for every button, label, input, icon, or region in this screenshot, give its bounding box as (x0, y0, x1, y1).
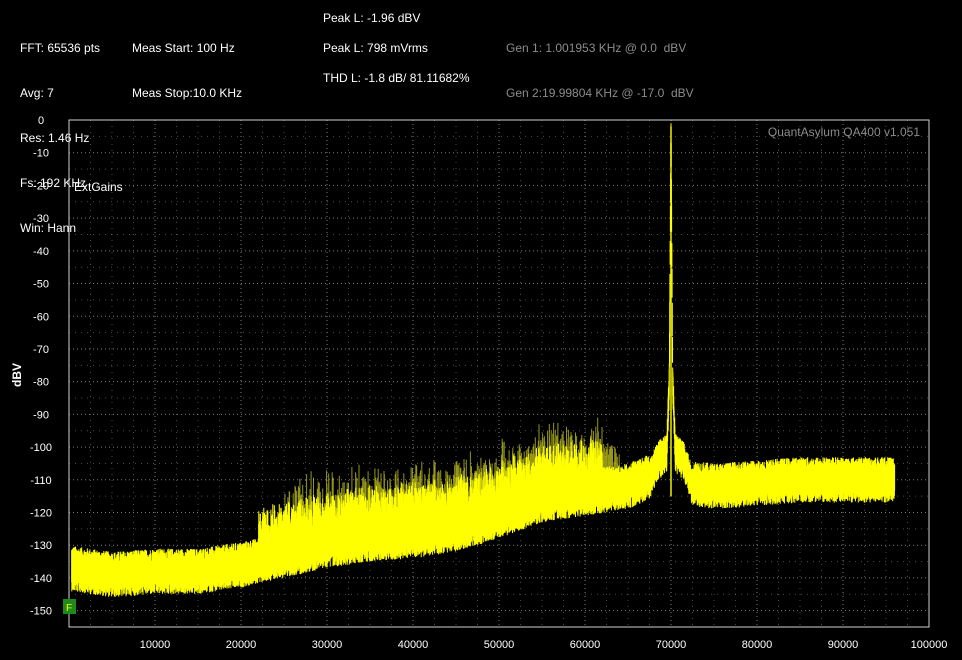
gen1-setting: Gen 1: 1.001953 KHz @ 0.0 dBV (506, 41, 687, 55)
x-tick-label: 40000 (398, 639, 429, 651)
x-tick-label: 10000 (140, 639, 171, 651)
y-tick-label: -30 (33, 213, 49, 225)
y-tick-label: -150 (30, 606, 52, 618)
peak-l-mvrms: Peak L: 798 mVrms (323, 41, 428, 55)
fft-points: FFT: 65536 pts (20, 41, 101, 55)
watermark: QuantAsylum QA400 v1.051 (768, 125, 920, 139)
y-tick-label: -50 (33, 279, 49, 291)
y-tick-label: -140 (30, 573, 52, 585)
averages: Avg: 7 (20, 86, 54, 100)
y-tick-label: -100 (30, 442, 52, 454)
peak-l-dbv: Peak L: -1.96 dBV (323, 11, 421, 25)
x-tick-label: 60000 (570, 639, 601, 651)
y-tick-label: -90 (33, 409, 49, 421)
y-tick-label: -20 (33, 180, 49, 192)
spectrum-trace-group (71, 123, 896, 597)
x-tick-label: 90000 (828, 639, 859, 651)
y-tick-label: -110 (30, 475, 51, 487)
resolution: Res: 1.46 Hz (20, 131, 90, 145)
marker-label: F (66, 603, 72, 614)
ext-gains-label: ExtGains (74, 180, 123, 194)
x-tick-label: 30000 (312, 639, 343, 651)
plot-border (68, 119, 930, 628)
axis-ticks: 0 -10 -20 -30 -40 -50 -60 -70 -80 -90 -100 -110 -120… (30, 115, 947, 651)
y-tick-label: -10 (33, 148, 49, 160)
meas-start: Meas Start: 100 Hz (132, 41, 235, 55)
grid (69, 120, 929, 627)
y-tick-label: -70 (33, 344, 49, 356)
y-tick-label: -130 (30, 540, 52, 552)
thd-l: THD L: -1.8 dB/ 81.11682% (323, 71, 470, 85)
x-tick-label: 70000 (656, 639, 687, 651)
x-tick-label: 100000 (911, 639, 948, 651)
y-tick-label: -120 (30, 508, 52, 520)
generator-info: Gen 1: 1.001953 KHz @ 0.0 dBV Gen 2:19.9… (506, 11, 694, 131)
y-tick-label: -60 (33, 311, 49, 323)
y-tick-label: -40 (33, 246, 49, 258)
y-tick-label: 0 (38, 115, 44, 127)
y-axis-label: dBV (10, 363, 24, 387)
x-tick-label: 50000 (484, 639, 515, 651)
spectrum-trace (71, 123, 896, 597)
marker-box[interactable] (63, 599, 76, 614)
x-tick-label: 80000 (742, 639, 773, 651)
gen2-setting: Gen 2:19.99804 KHz @ -17.0 dBV (506, 86, 694, 100)
measurement-range: Meas Start: 100 Hz Meas Stop:10.0 KHz (132, 11, 242, 131)
x-tick-label: 20000 (226, 639, 257, 651)
meas-stop: Meas Stop:10.0 KHz (132, 86, 243, 100)
y-tick-label: -80 (33, 377, 49, 389)
